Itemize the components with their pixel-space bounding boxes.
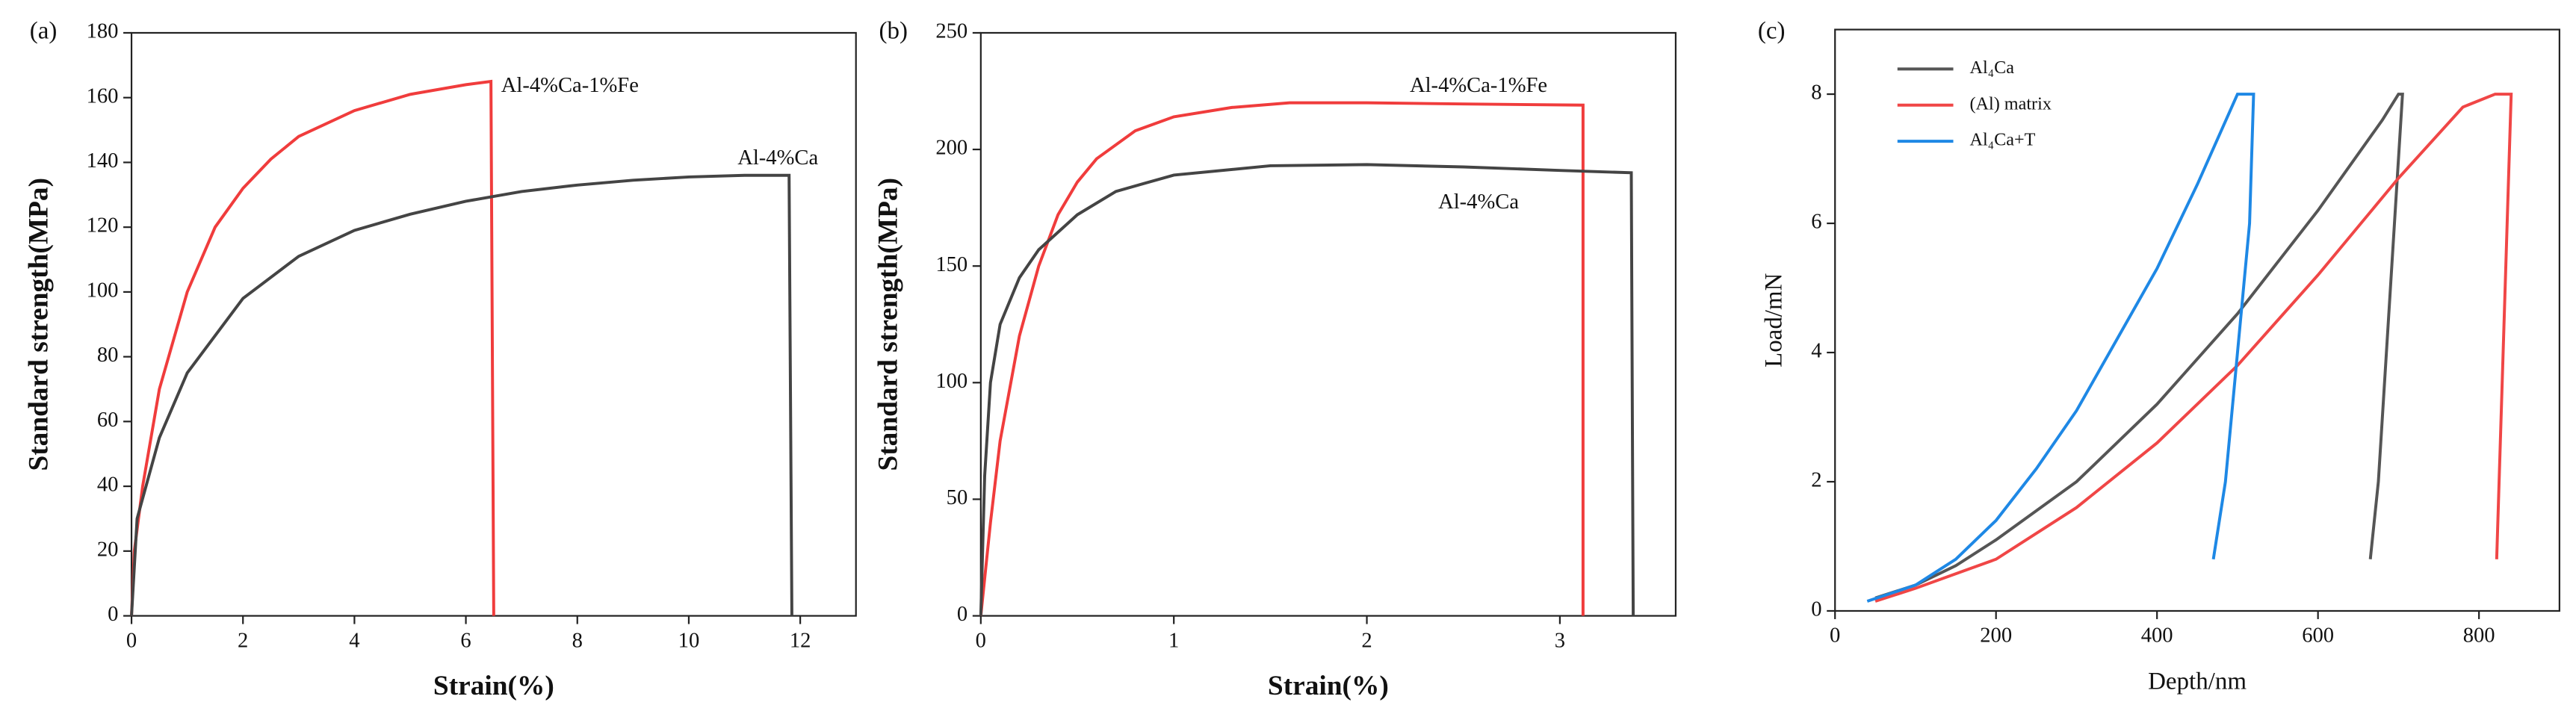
y-axis-title: Load/mN <box>1761 273 1788 367</box>
x-tick-label: 0 <box>976 629 986 652</box>
y-axis-title: Standard strength(MPa) <box>24 178 55 471</box>
y-tick-label: 100 <box>87 279 119 302</box>
y-tick-label: 6 <box>1811 211 1821 234</box>
series-annotation: Al-4%Ca <box>737 146 818 170</box>
x-tick-label: 0 <box>126 629 137 652</box>
data-line <box>130 173 793 616</box>
x-tick-label: 10 <box>678 629 700 652</box>
y-tick-label: 20 <box>97 538 119 561</box>
y-tick-label: 50 <box>947 486 968 509</box>
x-tick-label: 800 <box>2463 624 2495 648</box>
y-tick-label: 150 <box>935 253 967 276</box>
plot-frame <box>979 31 1677 617</box>
legend-label: (Al) matrix <box>1970 93 2052 114</box>
x-tick-label: 6 <box>460 629 471 652</box>
data-line <box>1866 93 2255 603</box>
data-line <box>130 79 495 616</box>
y-axis-title: Standard strength(MPa) <box>873 178 903 471</box>
x-tick-label: 3 <box>1555 629 1565 652</box>
data-line <box>1874 93 2513 603</box>
y-tick-label: 160 <box>87 84 119 108</box>
data-line <box>979 101 1585 616</box>
x-tick-label: 2 <box>238 629 248 652</box>
legend-label: Al₄Ca <box>1970 58 2015 78</box>
x-tick-label: 4 <box>349 629 359 652</box>
x-tick-label: 0 <box>1830 624 1840 648</box>
y-tick-label: 200 <box>935 137 967 160</box>
panel-label: (b) <box>879 18 907 45</box>
y-tick-label: 0 <box>108 603 118 626</box>
y-tick-label: 2 <box>1811 469 1821 492</box>
y-tick-label: 0 <box>957 603 967 626</box>
y-tick-label: 120 <box>87 214 119 238</box>
x-tick-label: 12 <box>790 629 811 652</box>
y-tick-label: 8 <box>1811 81 1821 105</box>
series-annotation: Al-4%Ca-1%Fe <box>501 74 639 97</box>
y-tick-label: 60 <box>97 409 119 432</box>
panel-label: (a) <box>30 18 58 45</box>
y-tick-label: 180 <box>87 20 119 43</box>
x-tick-label: 400 <box>2141 624 2173 648</box>
x-tick-label: 200 <box>1980 624 2012 648</box>
series-annotation: Al-4%Ca-1%Fe <box>1410 74 1547 97</box>
legend-label: Al₄Ca+T <box>1970 130 2036 150</box>
x-tick-label: 1 <box>1168 629 1179 652</box>
y-tick-label: 140 <box>87 149 119 173</box>
x-axis-title: Strain(%) <box>433 671 554 701</box>
y-tick-label: 0 <box>1811 598 1821 621</box>
x-tick-label: 600 <box>2302 624 2334 648</box>
x-axis-title: Strain(%) <box>1268 671 1389 701</box>
y-tick-label: 40 <box>97 474 119 497</box>
x-tick-label: 2 <box>1361 629 1372 652</box>
series-annotation: Al-4%Ca <box>1438 190 1519 214</box>
y-tick-label: 100 <box>935 370 967 393</box>
panel-label: (c) <box>1758 18 1786 45</box>
y-tick-label: 250 <box>935 20 967 43</box>
y-tick-label: 80 <box>97 344 119 367</box>
plot-frame <box>1834 28 2560 612</box>
x-tick-label: 8 <box>572 629 583 652</box>
data-line <box>979 163 1635 616</box>
y-tick-label: 4 <box>1811 340 1821 363</box>
x-axis-title: Depth/nm <box>2148 668 2247 695</box>
data-line <box>1874 93 2404 600</box>
